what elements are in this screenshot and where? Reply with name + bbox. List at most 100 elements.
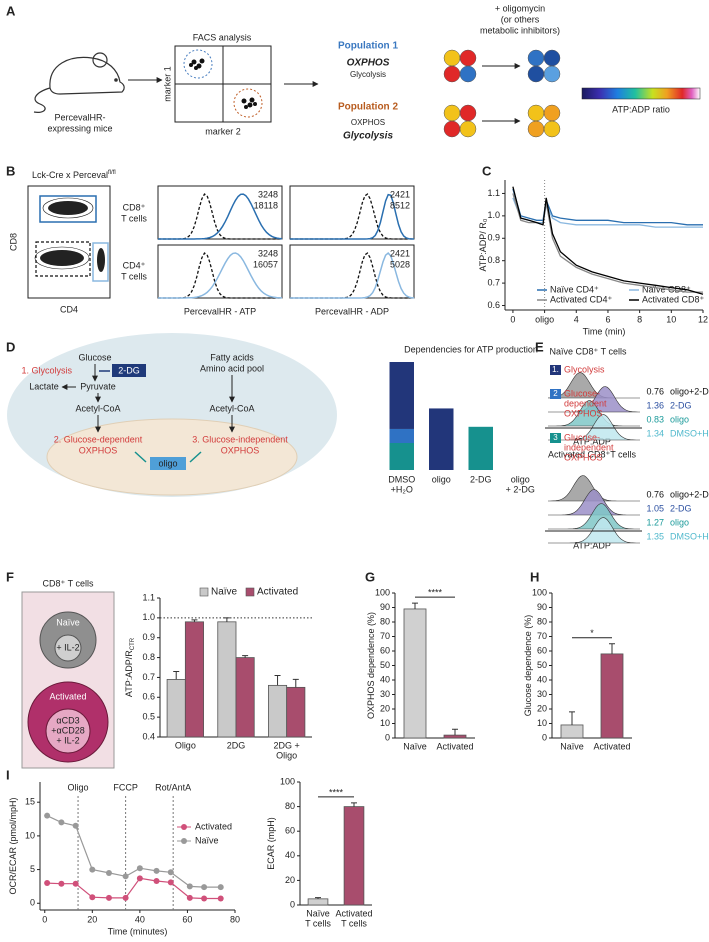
y-tick-label: 70 — [537, 631, 547, 641]
x-tick-label: Activated — [593, 741, 630, 751]
y-tick-label: 20 — [380, 703, 390, 713]
panel-letter: C — [482, 163, 492, 178]
y-tick-label: 1.1 — [142, 592, 155, 602]
histogram-frame — [157, 244, 283, 299]
x-tick-label: 6 — [605, 314, 610, 324]
pathway-label: 2. Glucose-dependent — [54, 434, 143, 444]
inhibitor-box — [112, 364, 146, 377]
data-point — [153, 878, 160, 885]
metabolite: Acetyl-CoA — [209, 403, 254, 413]
legend-badge-label: 1. — [552, 365, 559, 374]
axis-label: ATP:ADP — [573, 540, 611, 550]
sample-curve — [290, 193, 415, 240]
bar — [307, 898, 329, 906]
x-tick-label: DMSO — [388, 474, 415, 484]
box-title: CD8⁺ T cells — [43, 578, 94, 588]
legend-badge — [550, 433, 561, 443]
y-tick-label: 30 — [380, 689, 390, 699]
error-bar — [609, 643, 615, 654]
axis-label: PercevalHR - ATP — [184, 306, 256, 316]
inhibition — [134, 451, 202, 463]
legend-label: OXPHOS — [564, 452, 603, 462]
axis-label: marker 1 — [162, 66, 172, 102]
y-axis-label-text: ECAR (mpH) — [266, 817, 276, 870]
x-tick-label: +H₂O — [391, 484, 413, 494]
data-point — [217, 884, 224, 891]
axis-label: marker 2 — [205, 126, 241, 136]
chart-title: Dependencies for ATP production — [404, 344, 538, 354]
treatment-label: +αCD28 — [51, 725, 84, 735]
error-bar — [242, 655, 249, 658]
y-axis-label-text: OXPHOS dependence (%) — [366, 612, 376, 719]
sample-curve — [158, 193, 283, 240]
mouse-label: expressing mice — [47, 123, 112, 133]
x-tick-label: 8 — [637, 314, 642, 324]
y-tick-label: 20 — [537, 703, 547, 713]
legend-label: Glucose- — [564, 388, 600, 398]
legend-label: Glucose- — [564, 432, 600, 442]
cell-dots — [189, 58, 257, 109]
x-tick-label: T cells — [305, 918, 331, 928]
bar-segment — [389, 362, 414, 429]
metabolite: Lactate — [29, 381, 59, 391]
data-point — [72, 822, 79, 829]
population-line: Glycolysis — [343, 131, 393, 142]
x-tick-label: T cells — [341, 918, 367, 928]
data-point — [122, 894, 129, 901]
bar — [166, 679, 186, 738]
y-tick-label: 0 — [385, 732, 390, 742]
legend-label: Naïve — [211, 587, 238, 598]
significance-label: * — [590, 628, 594, 638]
x-tick-label: Activated — [436, 741, 473, 751]
panel-letter: I — [6, 767, 10, 782]
x-tick-label: 80 — [230, 914, 240, 924]
x-tick-label: 60 — [182, 914, 192, 924]
y-axis-label: OXPHOS dependence (%) — [366, 612, 376, 719]
data-point — [105, 894, 112, 901]
y-tick-label: 50 — [380, 660, 390, 670]
y-tick-label: 0.4 — [142, 731, 155, 741]
metabolite: Amino acid pool — [200, 363, 264, 373]
y-tick-label: 1.1 — [487, 188, 500, 198]
bar-segment — [389, 428, 414, 443]
legend-label: Glycolysis — [564, 364, 605, 374]
subpanel-title: Activated CD8⁺T cells — [548, 449, 637, 459]
error-bar — [292, 678, 299, 688]
population-title: Population 1 — [338, 41, 398, 52]
ridge-value: 0.76 — [646, 489, 664, 499]
x-tick-label: 0 — [510, 314, 515, 324]
data-point — [72, 880, 79, 887]
y-tick-label: 80 — [537, 616, 547, 626]
y-tick-label: 0 — [30, 898, 35, 908]
count-label: 3248 — [258, 189, 278, 199]
title-text: Lck-Cre x Perceval — [32, 170, 108, 180]
count-label: 8512 — [390, 200, 410, 210]
panel-letter: B — [6, 163, 15, 178]
y-axis-label-text: Glucose dependence (%) — [523, 615, 533, 717]
error-bar — [223, 617, 230, 622]
bar — [343, 806, 365, 906]
y-tick-label: 100 — [280, 776, 295, 786]
y-axis-label-subscript: CTR — [130, 637, 136, 650]
facs-quadrant — [174, 45, 272, 123]
y-tick-label: 30 — [537, 689, 547, 699]
error-bar — [412, 602, 418, 609]
x-tick-label: Oligo — [175, 740, 196, 750]
panel-letter: D — [6, 339, 15, 354]
x-tick-label: oligo — [511, 474, 530, 484]
y-tick-label: 40 — [537, 674, 547, 684]
ridge-condition: oligo+2-DG — [670, 489, 709, 499]
y-tick-label: 60 — [380, 645, 390, 655]
panel-letter: G — [365, 569, 375, 584]
mouse-label: PercevalHR- — [54, 112, 105, 122]
color-scale-label: ATP:ADP ratio — [612, 104, 670, 114]
legend-label: Activated — [195, 821, 232, 831]
x-tick-label: 2-DG — [470, 474, 492, 484]
y-axis-label: ATP:ADP/ R₀ — [478, 218, 488, 271]
bar-segment — [429, 408, 454, 470]
pathway-label: OXPHOS — [221, 445, 260, 455]
y-tick-label: 0 — [542, 732, 547, 742]
event-label: Rot/AntA — [155, 782, 191, 792]
